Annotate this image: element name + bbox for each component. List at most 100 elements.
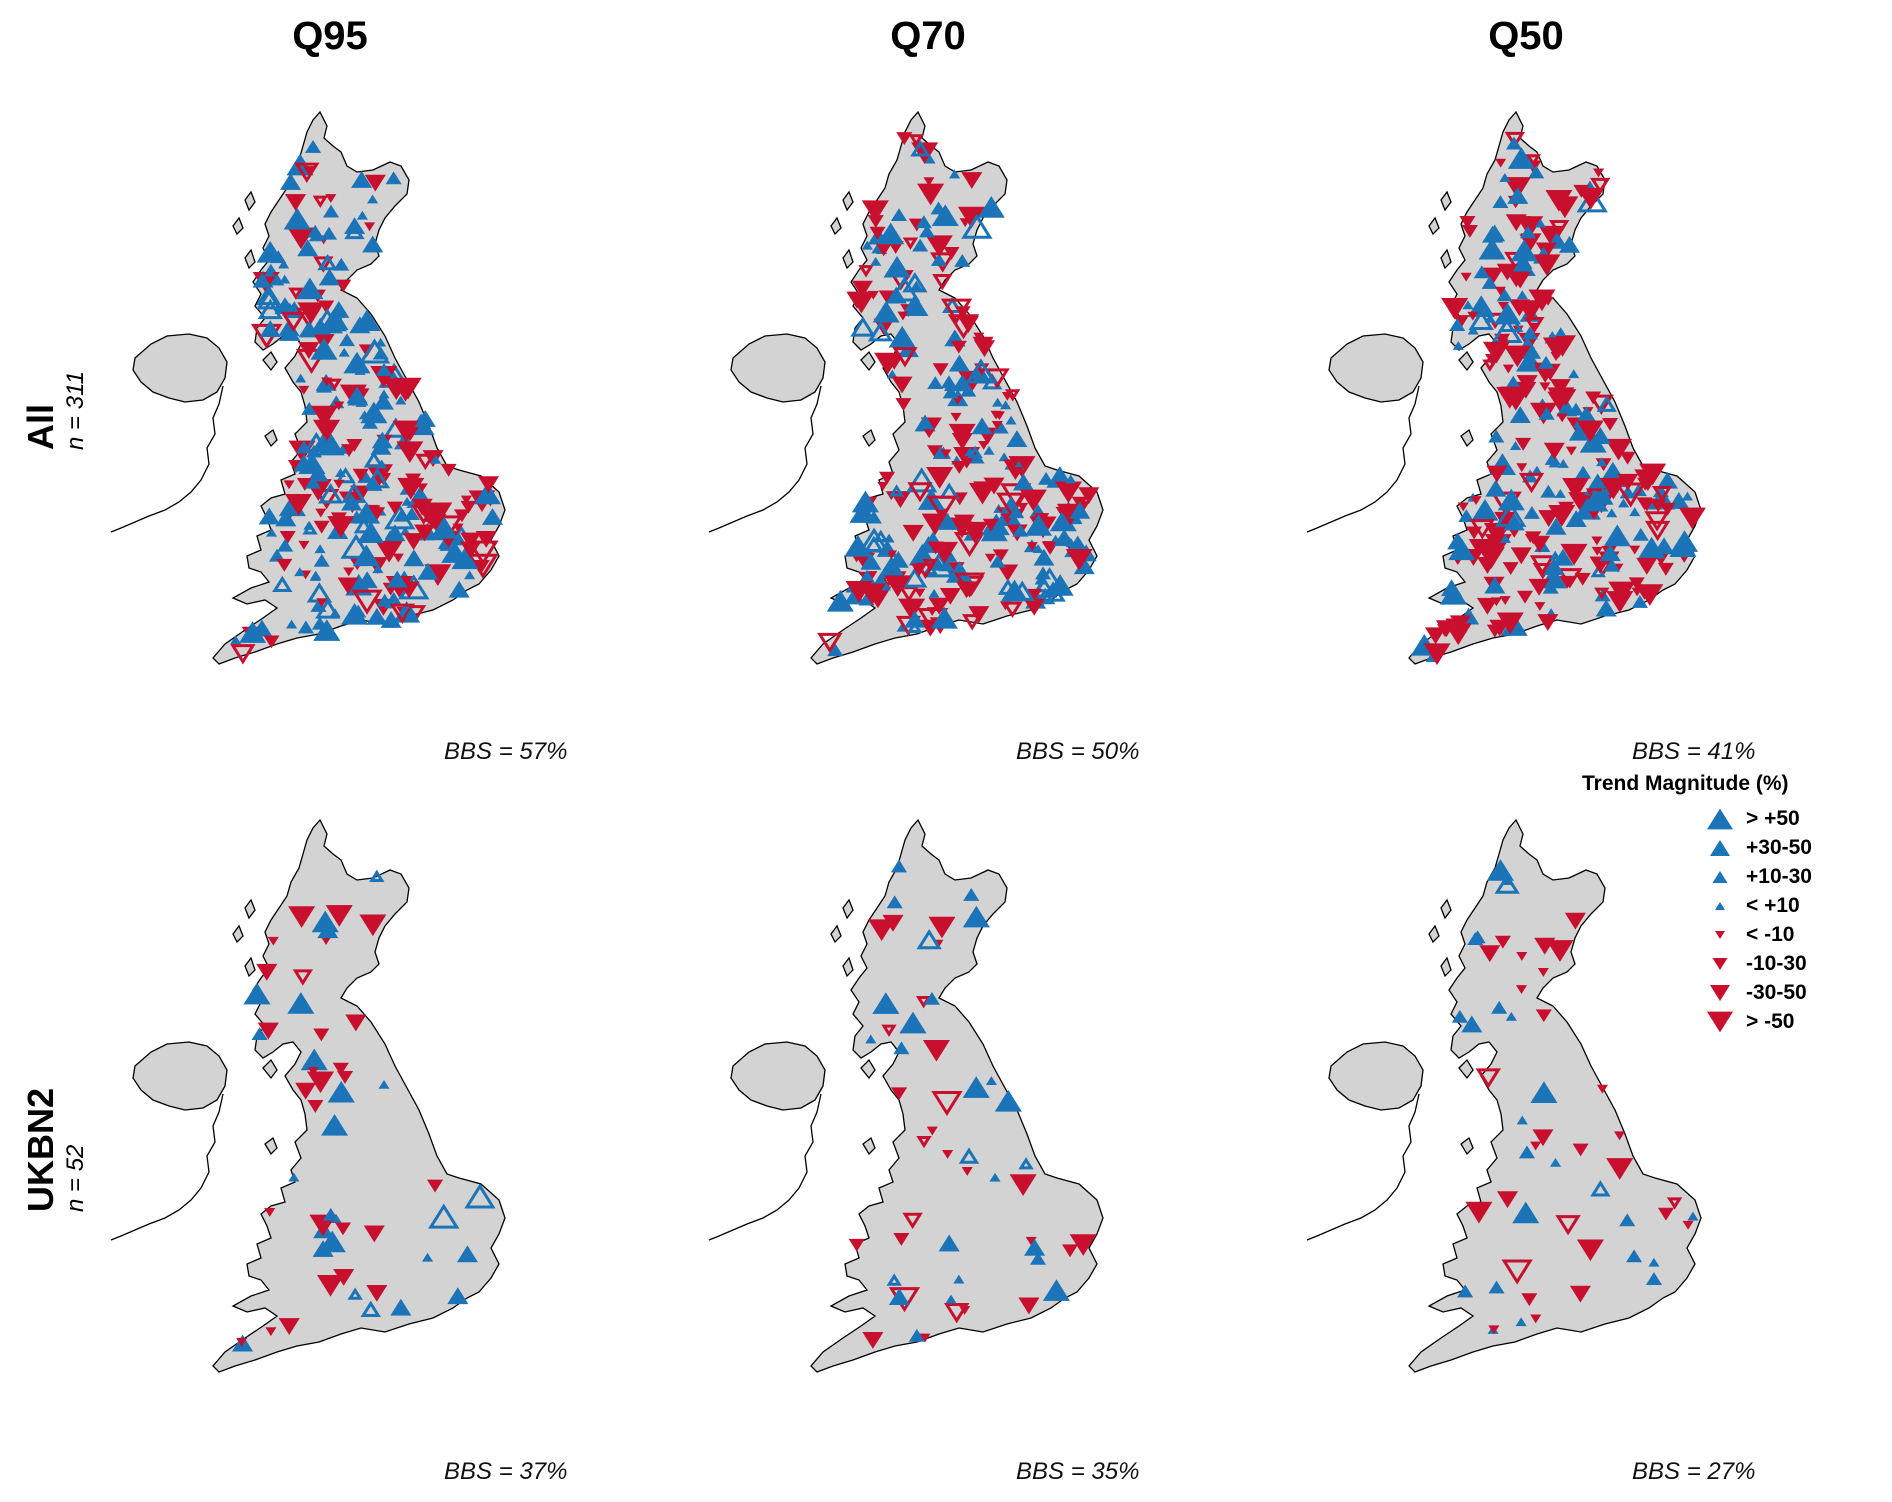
trend-marker-down	[1564, 912, 1586, 930]
trend-marker-down	[1574, 572, 1591, 586]
trend-marker-down	[316, 598, 328, 608]
trend-marker-up	[910, 280, 922, 290]
trend-marker-up	[1590, 1180, 1611, 1197]
trend-marker-up	[865, 1034, 877, 1044]
trend-marker-up	[1510, 239, 1538, 262]
trend-marker-up	[264, 267, 276, 277]
trend-marker-down	[263, 635, 280, 649]
trend-marker-up	[243, 982, 271, 1005]
trend-marker-up	[954, 254, 971, 267]
trend-marker-down	[881, 1024, 897, 1037]
trend-marker-down	[879, 923, 891, 933]
trend-marker-up	[456, 1245, 478, 1263]
trend-marker-down	[1018, 1297, 1040, 1315]
trend-marker-up	[322, 204, 340, 218]
ireland-coastline	[708, 385, 822, 533]
trend-marker-up	[1619, 1213, 1636, 1227]
trend-marker-down	[908, 134, 924, 147]
trend-marker-down	[1499, 596, 1511, 605]
trend-marker-up	[421, 1252, 434, 1262]
trend-marker-down	[1500, 386, 1528, 409]
trend-marker-up	[928, 588, 940, 598]
trend-marker-up	[1528, 165, 1545, 179]
trend-marker-up	[912, 238, 929, 252]
trend-marker-up	[317, 483, 344, 504]
trend-marker-up	[948, 354, 970, 372]
trend-marker-up	[940, 375, 957, 389]
trend-marker-up	[1516, 1115, 1528, 1125]
trend-marker-down	[1490, 597, 1502, 607]
trend-marker-down	[961, 521, 989, 544]
trend-marker-down	[978, 440, 990, 450]
trend-marker-down	[922, 1039, 950, 1062]
trend-marker-up	[971, 417, 993, 435]
trend-marker-down	[1502, 562, 1519, 575]
trend-marker-down	[452, 523, 464, 533]
trend-marker-up	[354, 365, 366, 375]
trend-marker-up	[287, 992, 315, 1014]
trend-marker-up	[296, 277, 324, 300]
legend-marker	[1707, 1011, 1733, 1032]
trend-marker-up	[1005, 415, 1017, 425]
trend-marker-down	[1636, 586, 1653, 600]
trend-marker-up	[1507, 147, 1535, 169]
trend-marker-up	[403, 549, 425, 567]
trend-marker-up	[1549, 1157, 1562, 1167]
trend-marker-down	[1026, 542, 1038, 552]
trend-marker-up	[890, 208, 908, 221]
trend-magnitude-legend: Trend Magnitude (%) > +50 +30-50 +10-30 < +…	[1582, 772, 1890, 1036]
trend-marker-down	[257, 1022, 279, 1040]
trend-marker-down	[1629, 545, 1641, 555]
trend-marker-down	[926, 495, 958, 521]
trend-marker-down	[315, 508, 327, 518]
trend-marker-down	[475, 530, 497, 548]
trend-marker-down	[916, 1135, 932, 1149]
map-panel-ukbn2-q50	[1291, 808, 1811, 1448]
trend-marker-up	[428, 1203, 460, 1229]
trend-marker-up	[1467, 932, 1484, 946]
map-panel-ukbn2-q70	[693, 808, 1213, 1448]
trend-marker-down	[230, 644, 256, 665]
trend-marker-down	[878, 471, 896, 485]
trend-marker-up	[406, 607, 418, 617]
legend-label: -30-50	[1746, 980, 1807, 1004]
trend-marker-down	[477, 476, 500, 494]
trend-marker-up	[357, 521, 385, 543]
trend-marker-down	[1518, 472, 1545, 494]
trend-marker-up	[259, 320, 281, 337]
trend-marker-up	[989, 554, 1006, 568]
row-name: All	[20, 403, 61, 450]
trend-marker-down	[961, 614, 983, 631]
trend-marker-up	[356, 571, 378, 589]
trend-marker-up	[1507, 187, 1529, 204]
trend-marker-up	[963, 887, 980, 901]
bbs-label-ukbn2-q50: BBS = 27%	[1632, 1458, 1756, 1485]
trend-marker-up	[356, 210, 368, 220]
trend-marker-down	[897, 311, 909, 321]
trend-marker-down	[968, 606, 990, 624]
trend-marker-down	[1556, 413, 1568, 423]
legend-triangle-icon	[1715, 930, 1725, 939]
trend-marker-up	[302, 522, 318, 535]
trend-marker-up	[369, 869, 385, 882]
trend-marker-down	[343, 567, 355, 577]
island-1	[232, 216, 244, 236]
trend-marker-up	[1505, 1011, 1517, 1021]
trend-marker-up	[1491, 1000, 1508, 1014]
trend-marker-down	[1479, 945, 1501, 963]
trend-marker-up	[336, 444, 348, 454]
trend-marker-down	[939, 587, 961, 605]
trend-marker-down	[895, 398, 912, 411]
trend-marker-up	[965, 358, 997, 384]
legend-marker	[1715, 930, 1725, 939]
trend-marker-up	[1505, 136, 1523, 150]
trend-marker-up	[890, 859, 908, 873]
trend-marker-up	[1632, 527, 1649, 541]
trend-marker-down	[1529, 322, 1541, 332]
legend-triangle-icon	[1712, 870, 1728, 883]
trend-marker-up	[338, 347, 350, 357]
trend-marker-down	[950, 340, 967, 354]
trend-marker-up	[268, 548, 286, 562]
map-panel-all-q50	[1291, 100, 1811, 740]
trend-marker-up	[899, 1011, 927, 1034]
